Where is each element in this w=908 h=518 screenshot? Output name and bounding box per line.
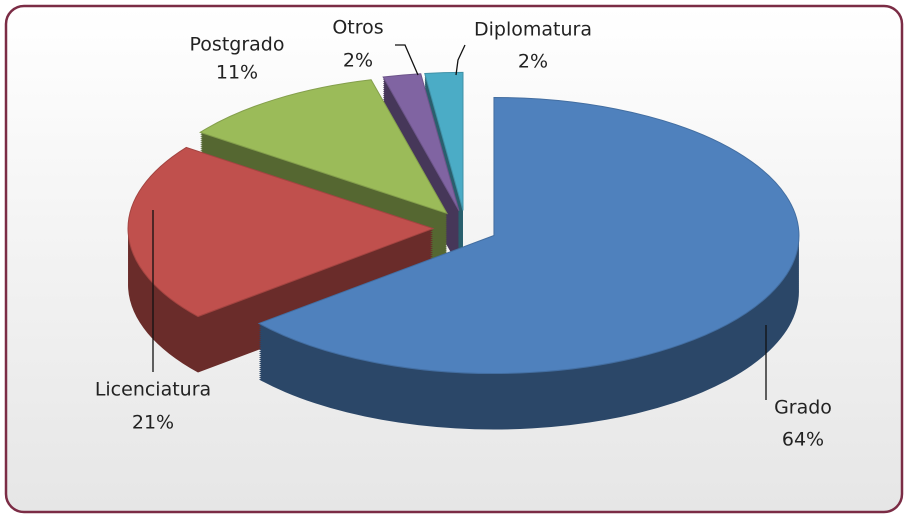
category-label: Postgrado [190, 34, 285, 56]
category-label: Grado [774, 397, 832, 419]
value-label: 2% [343, 50, 373, 72]
leader-line [395, 44, 419, 76]
pie [127, 71, 800, 430]
category-label: Otros [332, 17, 383, 39]
category-label: Licenciatura [95, 379, 211, 401]
slice [382, 73, 460, 211]
value-label: 64% [782, 429, 824, 451]
slice [424, 71, 464, 211]
slice [199, 79, 449, 215]
labels: Grado 64% Licenciatura 21% Postgrado 11% Otros… [95, 17, 832, 451]
value-label: 11% [216, 62, 258, 84]
leader-line [455, 44, 466, 76]
category-label: Diplomatura [474, 19, 592, 41]
value-label: 21% [132, 412, 174, 434]
slice [257, 96, 800, 374]
value-label: 2% [518, 51, 548, 73]
slice [127, 146, 435, 318]
